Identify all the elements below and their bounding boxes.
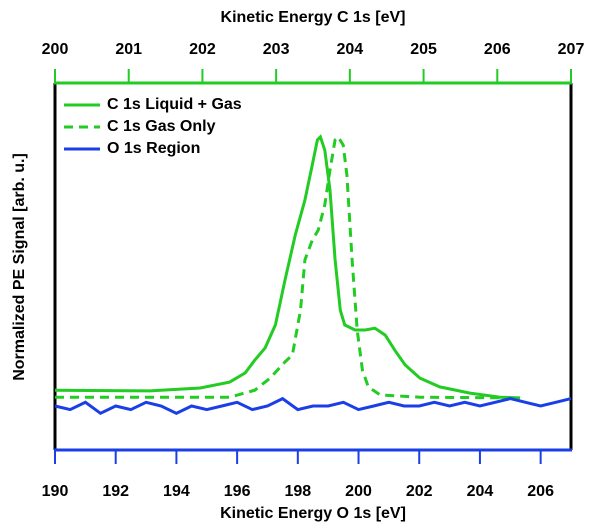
x2-tick-label: 206 xyxy=(484,41,511,58)
x-tick-label: 196 xyxy=(224,483,251,500)
legend-label: C 1s Liquid + Gas xyxy=(107,96,242,113)
series-line xyxy=(55,134,521,400)
x2-tick-label: 204 xyxy=(337,41,364,58)
legend-label: O 1s Region xyxy=(107,140,200,157)
x-axis-title: Kinetic Energy O 1s [eV] xyxy=(220,505,406,522)
x-tick-label: 206 xyxy=(527,483,554,500)
x2-tick-label: 200 xyxy=(42,41,69,58)
x-tick-label: 198 xyxy=(284,483,311,500)
x2-tick-label: 202 xyxy=(189,41,216,58)
x-tick-label: 190 xyxy=(42,483,69,500)
y-axis-title: Normalized PE Signal [arb. u.] xyxy=(11,153,28,381)
x2-tick-label: 207 xyxy=(558,41,585,58)
x-tick-label: 202 xyxy=(406,483,433,500)
series-line xyxy=(54,396,572,416)
x2-tick-label: 205 xyxy=(410,41,437,58)
x2-axis-title: Kinetic Energy C 1s [eV] xyxy=(221,9,406,26)
x2-tick-label: 201 xyxy=(115,41,142,58)
legend-label: C 1s Gas Only xyxy=(107,118,216,135)
series-line xyxy=(54,134,521,400)
x-tick-label: 200 xyxy=(345,483,372,500)
x-tick-label: 192 xyxy=(102,483,129,500)
x-tick-label: 204 xyxy=(467,483,494,500)
x-tick-label: 194 xyxy=(163,483,190,500)
x2-tick-label: 203 xyxy=(263,41,290,58)
